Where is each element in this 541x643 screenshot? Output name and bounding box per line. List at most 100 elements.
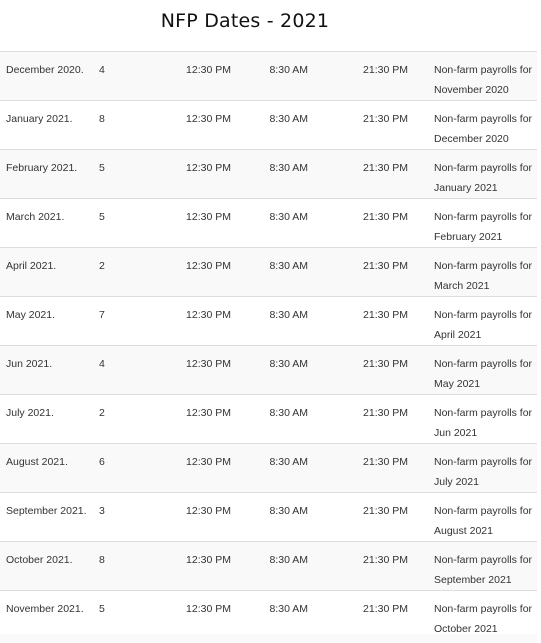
- gmt-time-cell: 12:30 PM: [186, 211, 231, 223]
- release-day-cell: 2: [99, 260, 105, 272]
- release-month-cell: February 2021.: [6, 162, 78, 174]
- et-time-cell: 8:30 AM: [269, 162, 308, 174]
- description-cell: Non-farm payrolls for April 2021: [414, 297, 537, 346]
- table-row: August 2021. 6 12:30 PM 8:30 AM 21:30 PM…: [0, 443, 537, 493]
- local-time-cell: 21:30 PM: [363, 260, 408, 272]
- gmt-time-cell: 12:30 PM: [186, 456, 231, 468]
- description-cell: Non-farm payrolls for December 2020: [414, 101, 537, 150]
- release-day-cell: 5: [99, 603, 105, 615]
- description-line-1: Non-farm payrolls for: [434, 211, 533, 223]
- et-time-cell: 8:30 AM: [269, 64, 308, 76]
- description-line-1: Non-farm payrolls for: [434, 554, 533, 566]
- description-cell: Non-farm payrolls for November 2020: [414, 52, 537, 101]
- description-line-1: Non-farm payrolls for: [434, 505, 533, 517]
- gmt-time-cell: 12:30 PM: [186, 505, 231, 517]
- release-month-cell: October 2021.: [6, 554, 73, 566]
- description-line-2: January 2021: [434, 182, 498, 194]
- table-row: December 2020. 4 12:30 PM 8:30 AM 21:30 …: [0, 51, 537, 101]
- release-day-cell: 4: [99, 358, 105, 370]
- description-line-2: December 2020: [434, 133, 509, 145]
- description-line-1: Non-farm payrolls for: [434, 64, 533, 76]
- table-row: October 2021. 8 12:30 PM 8:30 AM 21:30 P…: [0, 541, 537, 591]
- gmt-time-cell: 12:30 PM: [186, 603, 231, 615]
- table-row-partial: [0, 634, 537, 643]
- description-cell: Non-farm payrolls for May 2021: [414, 346, 537, 395]
- release-month-cell: December 2020.: [6, 64, 84, 76]
- description-line-2: July 2021: [434, 476, 479, 488]
- release-day-cell: 3: [99, 505, 105, 517]
- local-time-cell: 21:30 PM: [363, 358, 408, 370]
- et-time-cell: 8:30 AM: [269, 603, 308, 615]
- et-time-cell: 8:30 AM: [269, 113, 308, 125]
- description-line-1: Non-farm payrolls for: [434, 456, 533, 468]
- release-day-cell: 8: [99, 554, 105, 566]
- description-line-2: March 2021: [434, 280, 490, 292]
- release-month-cell: September 2021.: [6, 505, 87, 517]
- local-time-cell: 21:30 PM: [363, 309, 408, 321]
- table-row: July 2021. 2 12:30 PM 8:30 AM 21:30 PM N…: [0, 394, 537, 444]
- nfp-dates-table: December 2020. 4 12:30 PM 8:30 AM 21:30 …: [0, 51, 537, 640]
- et-time-cell: 8:30 AM: [269, 456, 308, 468]
- table-row: March 2021. 5 12:30 PM 8:30 AM 21:30 PM …: [0, 198, 537, 248]
- description-line-1: Non-farm payrolls for: [434, 309, 533, 321]
- description-cell: Non-farm payrolls for March 2021: [414, 248, 537, 297]
- local-time-cell: 21:30 PM: [363, 162, 408, 174]
- description-line-2: August 2021: [434, 525, 493, 537]
- et-time-cell: 8:30 AM: [269, 358, 308, 370]
- gmt-time-cell: 12:30 PM: [186, 64, 231, 76]
- description-cell: Non-farm payrolls for July 2021: [414, 444, 537, 493]
- et-time-cell: 8:30 AM: [269, 260, 308, 272]
- local-time-cell: 21:30 PM: [363, 407, 408, 419]
- release-day-cell: 5: [99, 211, 105, 223]
- table-row: May 2021. 7 12:30 PM 8:30 AM 21:30 PM No…: [0, 296, 537, 346]
- description-cell: Non-farm payrolls for August 2021: [414, 493, 537, 542]
- release-day-cell: 5: [99, 162, 105, 174]
- gmt-time-cell: 12:30 PM: [186, 358, 231, 370]
- gmt-time-cell: 12:30 PM: [186, 162, 231, 174]
- page-title: NFP Dates - 2021: [160, 10, 330, 32]
- et-time-cell: 8:30 AM: [269, 554, 308, 566]
- description-line-2: Jun 2021: [434, 427, 478, 439]
- description-line-1: Non-farm payrolls for: [434, 407, 533, 419]
- release-day-cell: 4: [99, 64, 105, 76]
- release-month-cell: April 2021.: [6, 260, 57, 272]
- release-day-cell: 6: [99, 456, 105, 468]
- description-line-1: Non-farm payrolls for: [434, 113, 533, 125]
- table-row: September 2021. 3 12:30 PM 8:30 AM 21:30…: [0, 492, 537, 542]
- table-row: November 2021. 5 12:30 PM 8:30 AM 21:30 …: [0, 590, 537, 640]
- release-month-cell: March 2021.: [6, 211, 65, 223]
- release-month-cell: May 2021.: [6, 309, 56, 321]
- description-line-1: Non-farm payrolls for: [434, 260, 533, 272]
- description-line-2: October 2021: [434, 623, 498, 635]
- release-month-cell: November 2021.: [6, 603, 84, 615]
- description-line-2: February 2021: [434, 231, 503, 243]
- gmt-time-cell: 12:30 PM: [186, 260, 231, 272]
- table-row: Jun 2021. 4 12:30 PM 8:30 AM 21:30 PM No…: [0, 345, 537, 395]
- et-time-cell: 8:30 AM: [269, 505, 308, 517]
- table-row: February 2021. 5 12:30 PM 8:30 AM 21:30 …: [0, 149, 537, 199]
- release-month-cell: Jun 2021.: [6, 358, 53, 370]
- description-line-1: Non-farm payrolls for: [434, 603, 533, 615]
- et-time-cell: 8:30 AM: [269, 211, 308, 223]
- description-line-2: September 2021: [434, 574, 512, 586]
- et-time-cell: 8:30 AM: [269, 407, 308, 419]
- gmt-time-cell: 12:30 PM: [186, 309, 231, 321]
- table-row: January 2021. 8 12:30 PM 8:30 AM 21:30 P…: [0, 100, 537, 150]
- description-line-1: Non-farm payrolls for: [434, 162, 533, 174]
- gmt-time-cell: 12:30 PM: [186, 554, 231, 566]
- description-line-2: November 2020: [434, 84, 509, 96]
- description-line-2: April 2021: [434, 329, 482, 341]
- table-row: April 2021. 2 12:30 PM 8:30 AM 21:30 PM …: [0, 247, 537, 297]
- description-cell: Non-farm payrolls for September 2021: [414, 542, 537, 591]
- et-time-cell: 8:30 AM: [269, 309, 308, 321]
- release-month-cell: January 2021.: [6, 113, 73, 125]
- local-time-cell: 21:30 PM: [363, 554, 408, 566]
- release-day-cell: 2: [99, 407, 105, 419]
- release-month-cell: July 2021.: [6, 407, 54, 419]
- description-cell: Non-farm payrolls for January 2021: [414, 150, 537, 199]
- description-cell: Non-farm payrolls for February 2021: [414, 199, 537, 248]
- local-time-cell: 21:30 PM: [363, 603, 408, 615]
- gmt-time-cell: 12:30 PM: [186, 113, 231, 125]
- description-cell: Non-farm payrolls for Jun 2021: [414, 395, 537, 444]
- local-time-cell: 21:30 PM: [363, 64, 408, 76]
